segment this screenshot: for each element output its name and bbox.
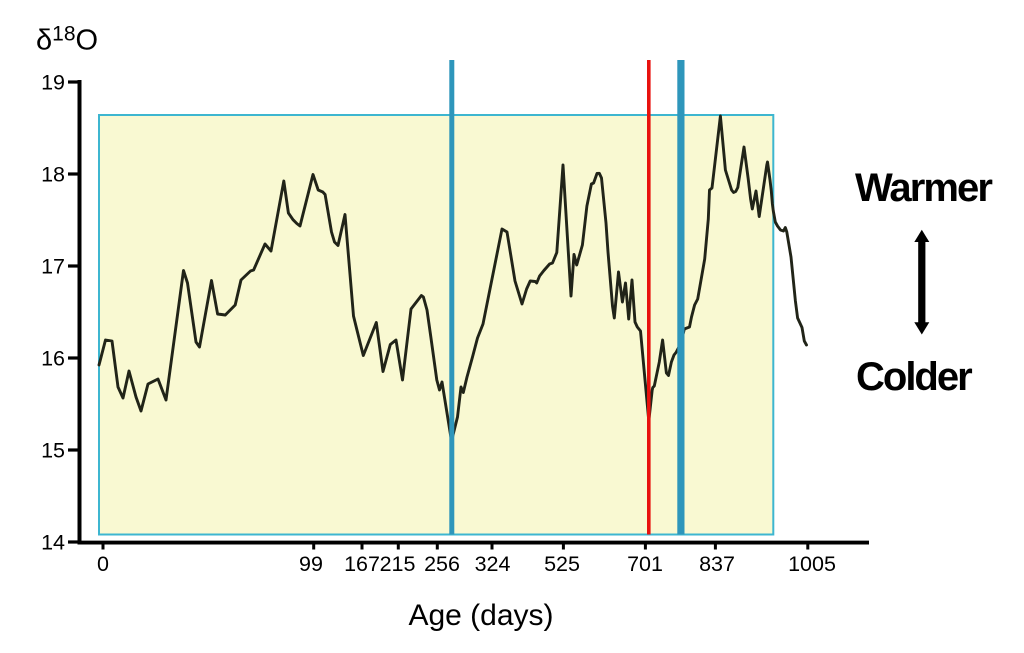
svg-text:1005: 1005	[788, 552, 836, 576]
svg-text:99: 99	[299, 552, 323, 576]
svg-text:14: 14	[41, 531, 65, 555]
svg-text:167: 167	[344, 552, 380, 576]
svg-text:256: 256	[424, 552, 460, 576]
svg-text:0: 0	[97, 552, 109, 576]
svg-text:19: 19	[41, 71, 65, 95]
svg-text:324: 324	[475, 552, 511, 576]
svg-text:837: 837	[699, 552, 735, 576]
svg-text:16: 16	[41, 347, 65, 371]
svg-text:18: 18	[41, 163, 65, 187]
svg-text:525: 525	[544, 552, 580, 576]
svg-text:15: 15	[41, 439, 65, 463]
svg-text:Age (days): Age (days)	[408, 599, 553, 632]
svg-text:17: 17	[41, 255, 65, 279]
svg-text:215: 215	[380, 552, 416, 576]
svg-text:701: 701	[627, 552, 663, 576]
svg-text:δ18O: δ18O	[36, 23, 98, 57]
svg-text:Warmer: Warmer	[855, 166, 992, 210]
svg-text:Colder: Colder	[856, 355, 972, 399]
